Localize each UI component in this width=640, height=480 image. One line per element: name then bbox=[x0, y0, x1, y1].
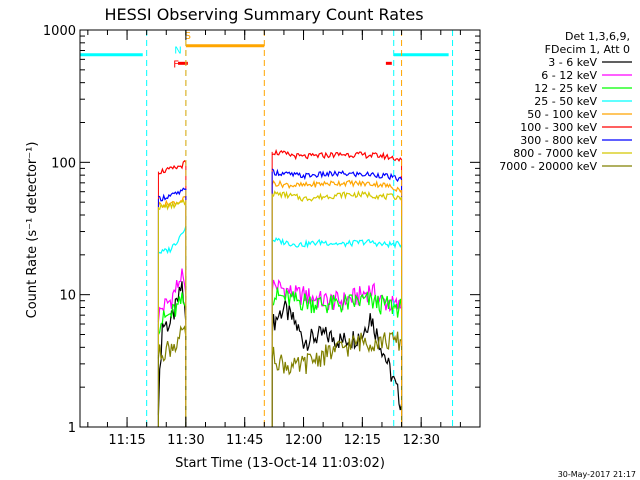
series-8 bbox=[157, 325, 403, 427]
series-line bbox=[158, 187, 187, 202]
series-line bbox=[272, 148, 403, 162]
series-line bbox=[158, 198, 187, 211]
y-tick-label: 1000 bbox=[43, 24, 76, 39]
flag-letter-n: N bbox=[174, 45, 181, 56]
x-tick-label: 12:00 bbox=[285, 433, 322, 448]
legend-label: 25 - 50 keV bbox=[534, 95, 597, 108]
y-axis: 1 10 100 1000 bbox=[43, 24, 480, 436]
y-axis-label: Count Rate (s⁻¹ detector⁻¹) bbox=[25, 142, 40, 319]
x-axis: 11:15 11:30 11:45 12:00 12:15 12:30 bbox=[87, 30, 461, 448]
flag-letter-f: F bbox=[173, 59, 179, 70]
series-line bbox=[158, 225, 187, 255]
series-line bbox=[157, 268, 187, 323]
series-line bbox=[272, 190, 403, 202]
legend-label: 6 - 12 keV bbox=[541, 69, 597, 82]
y-tick-label: 1 bbox=[68, 421, 76, 436]
series-line bbox=[157, 325, 187, 363]
series-line bbox=[271, 300, 403, 411]
series-line bbox=[158, 159, 187, 175]
x-tick-label: 11:15 bbox=[108, 433, 145, 448]
legend-label: 300 - 800 keV bbox=[520, 134, 597, 147]
y-tick-label: 100 bbox=[51, 156, 76, 171]
legend-label: 7000 - 20000 keV bbox=[499, 160, 597, 173]
series-line bbox=[271, 287, 403, 318]
series-line bbox=[157, 292, 187, 336]
series-line bbox=[157, 196, 187, 209]
legend-header: FDecim 1, Att 0 bbox=[545, 43, 630, 56]
x-axis-label: Start Time (13-Oct-14 11:03:02) bbox=[175, 456, 385, 471]
x-tick-label: 11:30 bbox=[167, 433, 204, 448]
series-1 bbox=[157, 268, 403, 427]
legend-label: 100 - 300 keV bbox=[520, 121, 597, 134]
series-line bbox=[271, 331, 402, 376]
chart-title: HESSI Observing Summary Count Rates bbox=[104, 5, 423, 24]
flags-layer: NS F bbox=[80, 30, 454, 427]
series-4 bbox=[157, 179, 403, 427]
footer-date: 30-May-2017 21:17 bbox=[558, 470, 636, 479]
legend-label: 800 - 7000 keV bbox=[513, 147, 597, 160]
legend-label: 12 - 25 keV bbox=[534, 82, 597, 95]
series-line bbox=[271, 179, 403, 194]
series-0 bbox=[157, 281, 403, 427]
series-6 bbox=[157, 168, 403, 427]
series-layer bbox=[157, 148, 403, 427]
flag-letter-s: S bbox=[185, 31, 191, 42]
x-tick-label: 11:45 bbox=[226, 433, 263, 448]
plot-frame bbox=[79, 29, 481, 428]
series-line bbox=[271, 236, 403, 250]
legend-label: 50 - 100 keV bbox=[527, 108, 597, 121]
x-tick-label: 12:30 bbox=[402, 433, 439, 448]
x-tick-label: 12:15 bbox=[344, 433, 381, 448]
legend-header: Det 1,3,6,9, bbox=[565, 30, 630, 43]
series-7 bbox=[157, 190, 403, 427]
series-line bbox=[271, 168, 403, 183]
y-tick-label: 10 bbox=[59, 289, 76, 304]
legend-label: 3 - 6 keV bbox=[548, 56, 597, 69]
